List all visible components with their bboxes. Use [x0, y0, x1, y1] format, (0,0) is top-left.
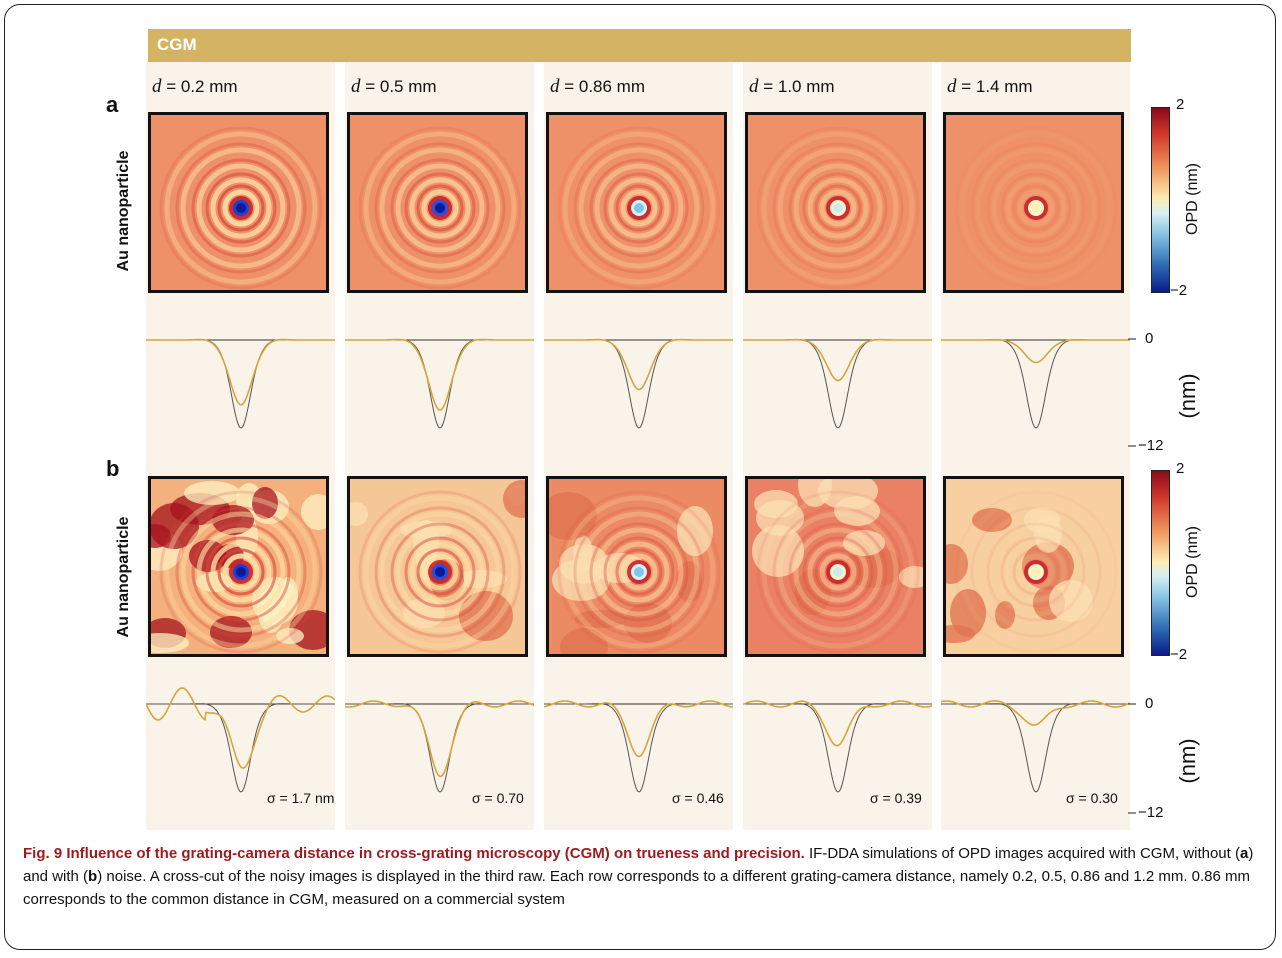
distance-label: d = 0.2 mm — [152, 76, 238, 97]
crosscut-profile — [743, 338, 932, 429]
crosscut-profile — [544, 338, 733, 429]
opd-image — [148, 112, 329, 293]
crosscut-profile — [941, 339, 1130, 429]
profile-a-zero: 0 — [1145, 330, 1154, 347]
profile-a-min: −12 — [1138, 437, 1164, 454]
colorbar-b-min: −2 — [1170, 646, 1188, 663]
colorbar-a — [1151, 107, 1170, 293]
figure-caption: Fig. 9 Influence of the grating-camera d… — [23, 845, 1254, 908]
colorbar-a-label: OPD (nm) — [1184, 163, 1201, 235]
opd-image — [347, 112, 528, 293]
panel-letter-a: a — [106, 92, 119, 117]
sigma-label: σ = 0.70 — [472, 790, 524, 806]
crosscut-profile — [146, 338, 335, 429]
colorbar-a-min: −2 — [1170, 282, 1188, 299]
sigma-label: σ = 0.30 — [1066, 790, 1118, 806]
opd-image — [546, 112, 727, 293]
row-a-side-label: Au nanoparticle — [115, 150, 132, 272]
row-b-side-label: Au nanoparticle — [115, 516, 132, 638]
sigma-label: σ = 0.39 — [870, 790, 922, 806]
opd-image — [745, 112, 926, 293]
colorbar-a-max: 2 — [1176, 96, 1185, 113]
profile-a-unit: (nm) — [1175, 373, 1200, 419]
profile-b-zero: 0 — [1145, 695, 1154, 712]
distance-label: d = 0.5 mm — [351, 76, 437, 97]
panel-letter-b: b — [106, 456, 120, 481]
crosscut-profile-noisy — [146, 687, 335, 793]
opd-image-noisy — [148, 476, 329, 657]
profile-b-unit: (nm) — [1175, 738, 1200, 784]
opd-image-noisy — [943, 476, 1124, 657]
profile-b-min: −12 — [1138, 804, 1164, 821]
opd-image-noisy — [546, 476, 727, 657]
crosscut-profile-noisy — [345, 700, 534, 793]
caption-title: Fig. 9 Influence of the grating-camera d… — [23, 845, 805, 862]
crosscut-profile-noisy — [544, 700, 733, 793]
distance-label: d = 1.0 mm — [749, 76, 835, 97]
opd-image-noisy — [745, 476, 926, 657]
cgm-banner: CGM — [148, 29, 1131, 62]
crosscut-profile-noisy — [941, 700, 1130, 793]
profile-axis-a — [1128, 338, 1136, 447]
opd-image — [943, 112, 1124, 293]
crosscut-profile — [345, 338, 534, 429]
sigma-label: σ = 0.46 — [672, 790, 724, 806]
distance-label: d = 1.4 mm — [947, 76, 1033, 97]
crosscut-profile-noisy — [743, 700, 932, 793]
colorbar-b-max: 2 — [1176, 460, 1185, 477]
distance-label: d = 0.86 mm — [550, 76, 646, 97]
opd-image-noisy — [347, 476, 528, 657]
figure-frame — [4, 4, 1276, 950]
profile-axis-b — [1128, 703, 1136, 814]
colorbar-b-label: OPD (nm) — [1184, 526, 1201, 598]
banner-label: CGM — [157, 35, 197, 54]
colorbar-b — [1151, 470, 1170, 656]
sigma-label: σ = 1.7 nm — [267, 790, 335, 806]
